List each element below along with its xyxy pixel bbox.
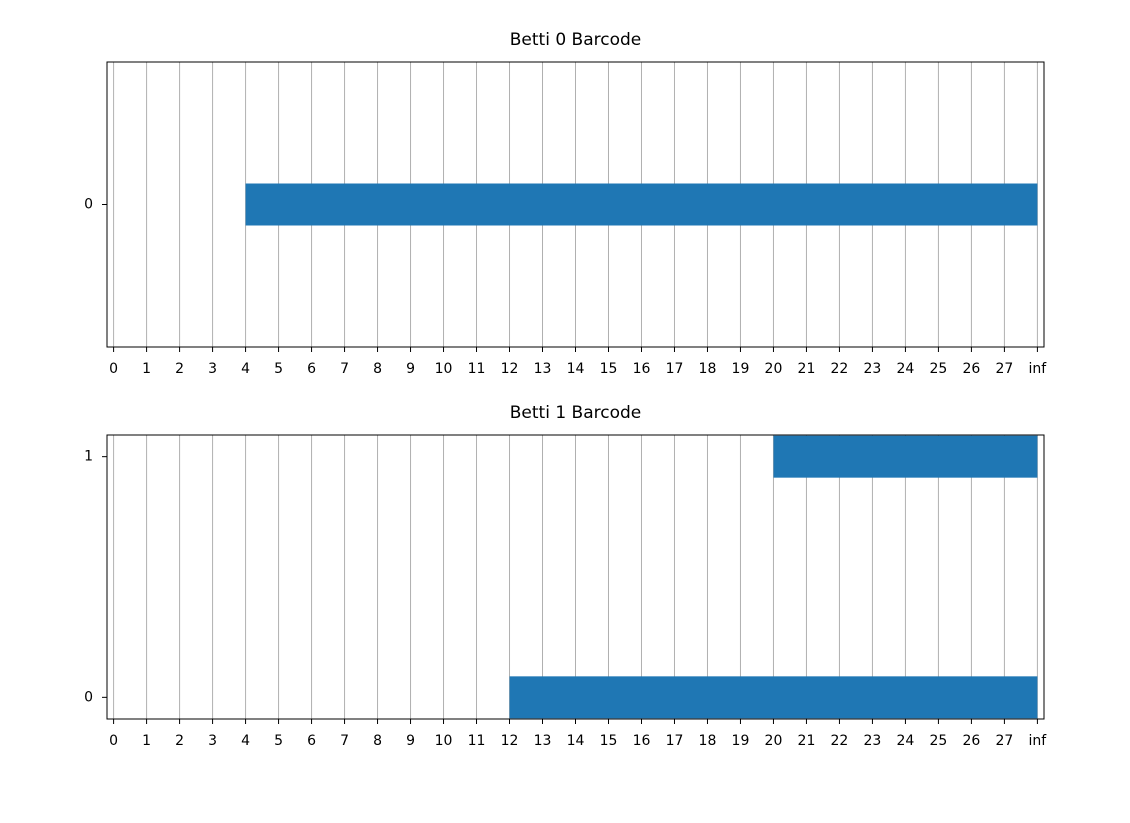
x-tick-label: 10 xyxy=(435,361,453,377)
y-tick-label: 0 xyxy=(84,197,93,213)
x-tick-label: 9 xyxy=(406,733,415,749)
x-tick-label: 13 xyxy=(534,733,552,749)
x-tick-label: 19 xyxy=(732,733,750,749)
x-tick-label: 23 xyxy=(864,361,882,377)
x-tick-label: 22 xyxy=(831,733,849,749)
x-tick-label: 21 xyxy=(798,361,816,377)
x-tick-label: 12 xyxy=(501,361,519,377)
x-tick-label: 24 xyxy=(897,733,915,749)
x-tick-label: 11 xyxy=(468,361,486,377)
bar xyxy=(773,435,1038,478)
x-tick-label: 14 xyxy=(567,361,585,377)
x-tick-label: 18 xyxy=(699,733,717,749)
x-tick-label: 12 xyxy=(501,733,519,749)
x-tick-label: 17 xyxy=(666,733,684,749)
x-tick-label: 15 xyxy=(600,361,618,377)
chart-title: Betti 1 Barcode xyxy=(510,403,642,423)
x-tick-label: inf xyxy=(1029,361,1048,377)
x-tick-label: 26 xyxy=(963,361,981,377)
bar xyxy=(245,183,1038,226)
x-tick-label: 8 xyxy=(373,361,382,377)
x-tick-label: 4 xyxy=(241,361,250,377)
y-tick-label: 1 xyxy=(84,449,93,465)
x-tick-label: 2 xyxy=(175,361,184,377)
x-tick-label: 0 xyxy=(109,361,118,377)
x-tick-label: 2 xyxy=(175,733,184,749)
x-tick-label: 1 xyxy=(142,361,151,377)
x-tick-label: inf xyxy=(1029,733,1048,749)
x-tick-label: 24 xyxy=(897,361,915,377)
chart-title: Betti 0 Barcode xyxy=(510,30,642,50)
x-tick-label: 13 xyxy=(534,361,552,377)
x-tick-label: 21 xyxy=(798,733,816,749)
x-tick-label: 19 xyxy=(732,361,750,377)
x-tick-label: 1 xyxy=(142,733,151,749)
x-tick-label: 16 xyxy=(633,361,651,377)
x-tick-label: 20 xyxy=(765,361,783,377)
x-tick-label: 16 xyxy=(633,733,651,749)
x-tick-label: 10 xyxy=(435,733,453,749)
x-tick-label: 25 xyxy=(930,361,948,377)
x-tick-label: 7 xyxy=(340,361,349,377)
x-tick-label: 7 xyxy=(340,733,349,749)
plot-frame xyxy=(106,61,1045,348)
x-tick-label: 6 xyxy=(307,361,316,377)
x-tick-label: 23 xyxy=(864,733,882,749)
x-tick-label: 26 xyxy=(963,733,981,749)
x-tick-label: 20 xyxy=(765,733,783,749)
x-tick-label: 9 xyxy=(406,361,415,377)
x-tick-label: 5 xyxy=(274,361,283,377)
x-tick-label: 27 xyxy=(995,733,1013,749)
x-tick-label: 3 xyxy=(208,733,217,749)
x-tick-label: 18 xyxy=(699,361,717,377)
y-tick-label: 0 xyxy=(84,689,93,705)
x-tick-label: 0 xyxy=(109,733,118,749)
x-tick-label: 11 xyxy=(468,733,486,749)
x-tick-label: 27 xyxy=(995,361,1013,377)
x-tick-label: 3 xyxy=(208,361,217,377)
x-tick-label: 8 xyxy=(373,733,382,749)
x-tick-label: 17 xyxy=(666,361,684,377)
plot-frame xyxy=(106,434,1045,720)
x-tick-label: 4 xyxy=(241,733,250,749)
x-tick-label: 25 xyxy=(930,733,948,749)
x-tick-label: 5 xyxy=(274,733,283,749)
x-tick-label: 14 xyxy=(567,733,585,749)
x-tick-label: 22 xyxy=(831,361,849,377)
x-tick-label: 6 xyxy=(307,733,316,749)
bar xyxy=(509,676,1038,719)
x-tick-label: 15 xyxy=(600,733,618,749)
